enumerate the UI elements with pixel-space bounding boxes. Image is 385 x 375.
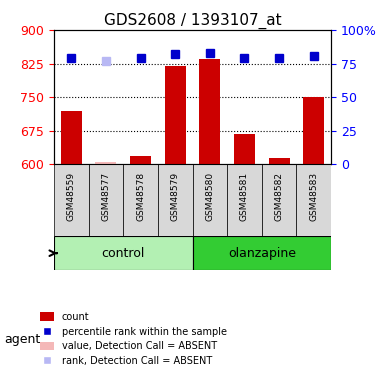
Legend: count, percentile rank within the sample, value, Detection Call = ABSENT, rank, : count, percentile rank within the sample… [36,308,231,370]
Bar [61,111,82,164]
Text: control: control [102,247,145,260]
Bar [303,97,324,164]
FancyBboxPatch shape [192,236,331,270]
Bar [199,59,220,164]
Bar [165,66,186,164]
Bar [95,162,116,164]
Bar [234,134,255,164]
Text: agent: agent [4,333,40,346]
FancyBboxPatch shape [262,164,296,236]
Text: GSM48583: GSM48583 [309,172,318,221]
Text: GSM48580: GSM48580 [205,172,214,221]
Text: GSM48579: GSM48579 [171,172,180,221]
FancyBboxPatch shape [192,164,227,236]
FancyBboxPatch shape [296,164,331,236]
Text: GSM48559: GSM48559 [67,172,76,221]
FancyBboxPatch shape [227,164,262,236]
Bar [130,156,151,164]
FancyBboxPatch shape [123,164,158,236]
Text: olanzapine: olanzapine [228,247,296,260]
Text: GSM48581: GSM48581 [240,172,249,221]
Bar [269,158,290,164]
Text: GSM48578: GSM48578 [136,172,145,221]
Text: GSM48577: GSM48577 [101,172,110,221]
FancyBboxPatch shape [54,164,89,236]
Title: GDS2608 / 1393107_at: GDS2608 / 1393107_at [104,12,281,28]
FancyBboxPatch shape [158,164,192,236]
FancyBboxPatch shape [89,164,123,236]
FancyBboxPatch shape [54,236,192,270]
Text: GSM48582: GSM48582 [275,172,284,220]
